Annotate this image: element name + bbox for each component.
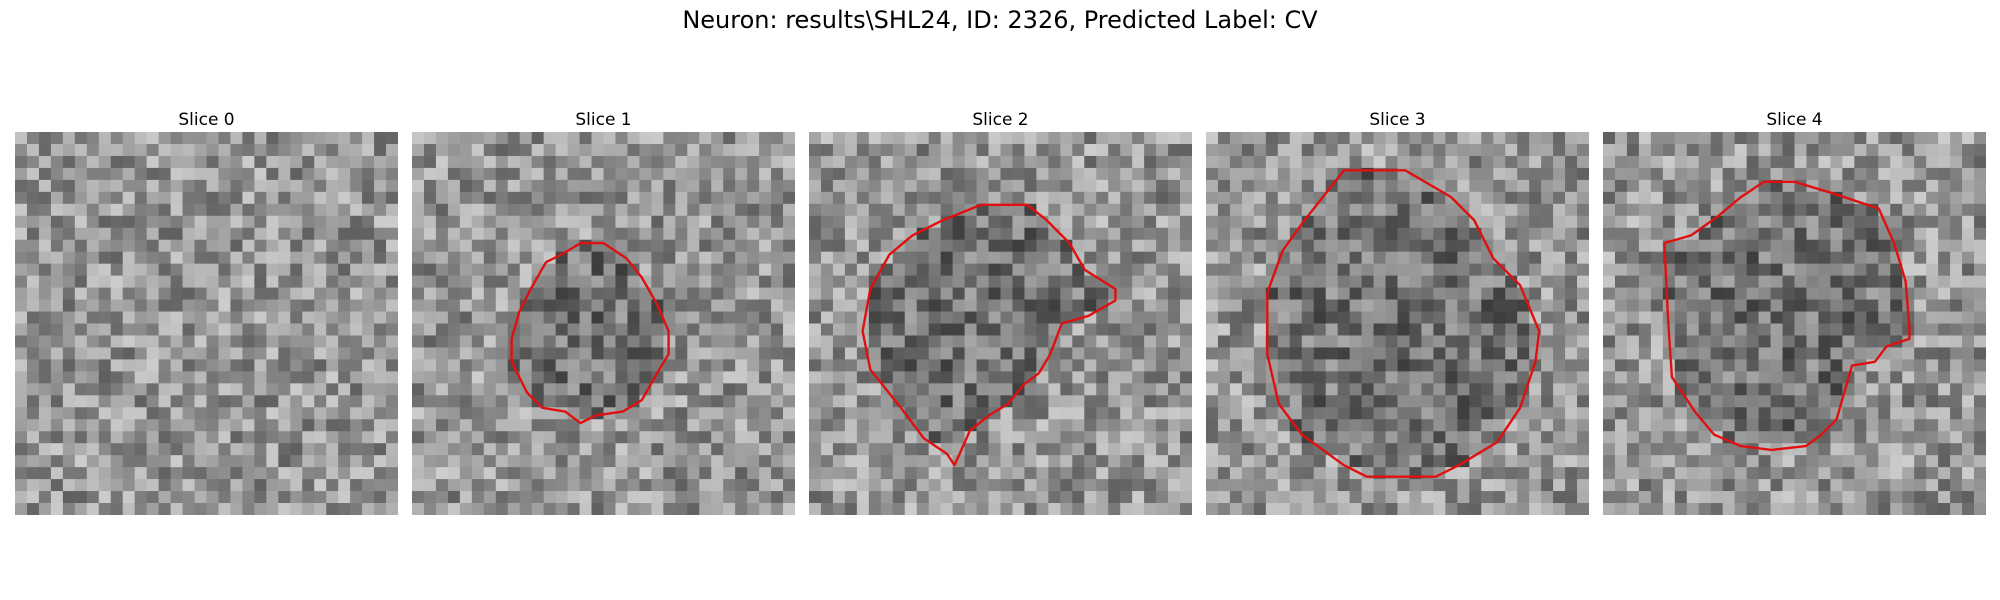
microscopy-image (809, 132, 1192, 515)
slice-panel-0: Slice 0 (15, 108, 398, 515)
slice-panel-3: Slice 3 (1206, 108, 1589, 515)
cell-contour (861, 203, 1117, 467)
slice-image-svg (809, 132, 1192, 515)
figure-title: Neuron: results\SHL24, ID: 2326, Predict… (682, 6, 1318, 34)
slice-title: Slice 3 (1369, 110, 1426, 130)
microscopy-image (15, 132, 398, 515)
cell-contour (510, 241, 670, 425)
slice-panel-4: Slice 4 (1603, 108, 1986, 515)
slice-image-svg (412, 132, 795, 515)
slice-title: Slice 0 (178, 110, 235, 130)
slice-panel-2: Slice 2 (809, 108, 1192, 515)
slice-image-svg (1206, 132, 1589, 515)
slice-title: Slice 1 (575, 110, 632, 130)
microscopy-image (412, 132, 795, 515)
cell-contour (1663, 180, 1911, 452)
microscopy-image (1603, 132, 1986, 515)
microscopy-image (1206, 132, 1589, 515)
slice-image-svg (15, 132, 398, 515)
slice-title: Slice 4 (1766, 110, 1823, 130)
slice-title: Slice 2 (972, 110, 1029, 130)
cell-contour (1266, 169, 1541, 478)
slice-panel-1: Slice 1 (412, 108, 795, 515)
slice-image-svg (1603, 132, 1986, 515)
